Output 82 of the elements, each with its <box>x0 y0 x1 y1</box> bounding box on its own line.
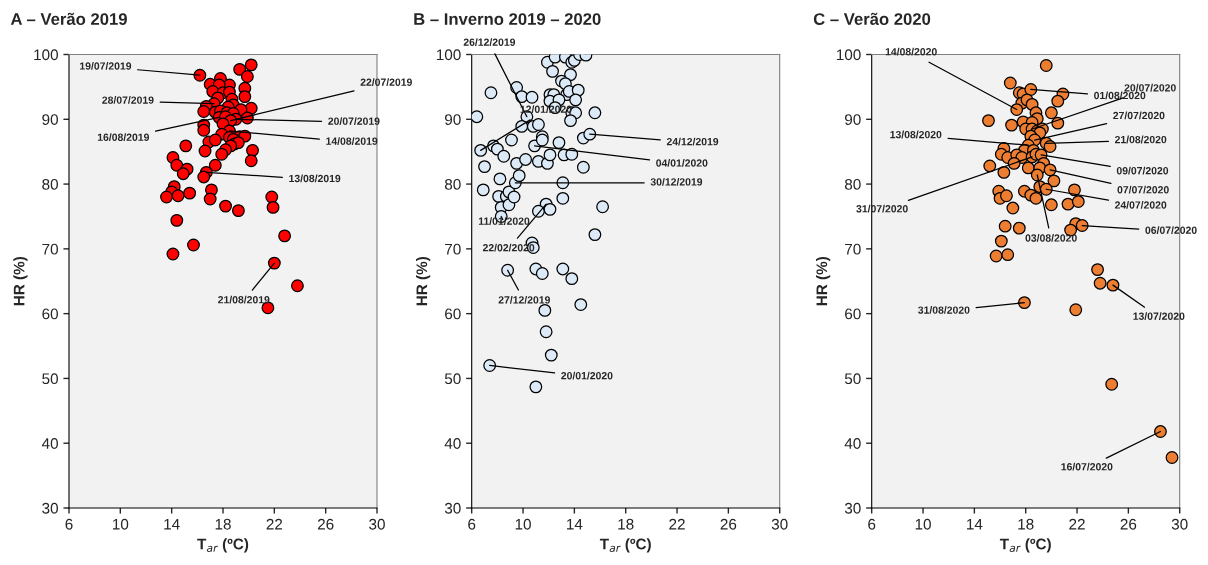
y-tick-label: 30 <box>42 502 58 514</box>
annotation: 14/08/2019 <box>326 137 378 145</box>
y-tick-label: 50 <box>844 373 861 385</box>
annotation: 13/08/2020 <box>890 130 942 139</box>
y-tick-label: 100 <box>436 49 461 61</box>
annotation: 07/07/2020 <box>1117 185 1169 194</box>
annotation: 20/07/2020 <box>1124 83 1176 92</box>
annotation: 06/07/2020 <box>1145 226 1197 234</box>
chart-title: C – Verão 2020 <box>813 12 931 25</box>
y-tick-label: 50 <box>444 373 461 385</box>
y-tick-label: 70 <box>445 243 461 255</box>
annotation: 14/08/2020 <box>885 47 937 56</box>
x-tick-label: 18 <box>1018 518 1034 530</box>
y-tick-label: 60 <box>42 308 58 320</box>
annotation: 27/07/2020 <box>1113 111 1165 120</box>
annotation: 21/08/2020 <box>1114 135 1167 144</box>
y-tick-label: 30 <box>844 502 861 514</box>
y-tick-label: 60 <box>845 308 861 320</box>
x-tick-label: 10 <box>113 518 129 530</box>
x-tick-label: 22 <box>1069 518 1085 530</box>
y-axis-title: HR (%) <box>13 256 28 306</box>
x-tick-label: 10 <box>515 518 531 530</box>
annotation: 30/12/2019 <box>650 177 703 186</box>
annotation: 24/12/2019 <box>666 137 719 146</box>
annotation: 16/07/2020 <box>1061 462 1113 471</box>
annotation: 03/08/2020 <box>1025 234 1077 242</box>
annotation: 27/12/2019 <box>498 295 550 304</box>
x-tick-label: 30 <box>771 518 788 530</box>
annotation: 13/07/2020 <box>1133 312 1185 320</box>
y-tick-label: 100 <box>836 49 861 61</box>
x-tick-label: 6 <box>868 518 876 530</box>
x-tick-label: 6 <box>468 518 476 530</box>
chart-title: B – Inverno 2019 – 2020 <box>414 13 601 25</box>
y-tick-label: 40 <box>844 438 861 449</box>
y-tick-label: 80 <box>42 178 58 190</box>
y-axis-title: HR (%) <box>416 256 431 306</box>
x-axis-title: T$_{ar}$ (ºC) <box>599 538 651 553</box>
annotation: 28/07/2019 <box>102 96 154 104</box>
y-tick-label: 80 <box>444 178 461 190</box>
x-tick-label: 18 <box>618 518 634 530</box>
y-tick-label: 60 <box>445 308 461 320</box>
y-tick-label: 90 <box>445 114 461 125</box>
y-tick-label: 70 <box>42 243 58 255</box>
annotation: 31/08/2020 <box>918 306 970 314</box>
chart-title: A – Verão 2019 <box>10 12 127 25</box>
x-tick-label: 26 <box>317 518 334 530</box>
annotation: 04/01/2020 <box>656 159 708 167</box>
annotation: 21/08/2019 <box>218 295 270 304</box>
x-tick-label: 26 <box>1120 518 1137 530</box>
annotation: 13/08/2019 <box>289 174 341 183</box>
y-tick-label: 70 <box>845 243 861 255</box>
annotation: 01/08/2020 <box>1094 91 1146 100</box>
x-tick-label: 26 <box>720 518 737 530</box>
annotation: 20/07/2019 <box>328 117 380 125</box>
annotation: 22/07/2019 <box>360 78 412 86</box>
y-axis-title: HR (%) <box>816 256 831 306</box>
y-tick-label: 90 <box>42 114 58 125</box>
y-tick-label: 80 <box>844 178 861 190</box>
x-tick-label: 6 <box>65 518 73 530</box>
x-tick-label: 30 <box>1171 518 1188 530</box>
y-tick-label: 40 <box>444 438 461 449</box>
x-tick-label: 14 <box>164 518 180 530</box>
x-tick-label: 18 <box>215 518 231 530</box>
annotation: 26/12/2019 <box>463 38 516 46</box>
x-tick-label: 22 <box>669 518 685 530</box>
annotation: 20/01/2020 <box>561 371 613 380</box>
y-tick-label: 40 <box>41 438 58 449</box>
annotation: 24/07/2020 <box>1114 201 1167 209</box>
annotation: 16/08/2019 <box>97 133 149 142</box>
annotation: 19/07/2019 <box>80 62 132 70</box>
y-tick-label: 90 <box>845 114 861 125</box>
x-tick-label: 30 <box>369 518 385 530</box>
y-tick-label: 50 <box>42 373 58 385</box>
x-tick-label: 14 <box>967 518 983 530</box>
x-axis-title: T$_{ar}$ (ºC) <box>999 538 1051 553</box>
x-tick-label: 22 <box>266 518 283 530</box>
x-axis-title: T$_{ar}$ (ºC) <box>197 538 249 553</box>
y-tick-label: 30 <box>444 502 461 514</box>
annotation: 09/07/2020 <box>1116 166 1169 175</box>
x-tick-label: 14 <box>567 518 583 530</box>
x-tick-label: 10 <box>915 518 931 530</box>
y-tick-label: 100 <box>34 49 58 61</box>
